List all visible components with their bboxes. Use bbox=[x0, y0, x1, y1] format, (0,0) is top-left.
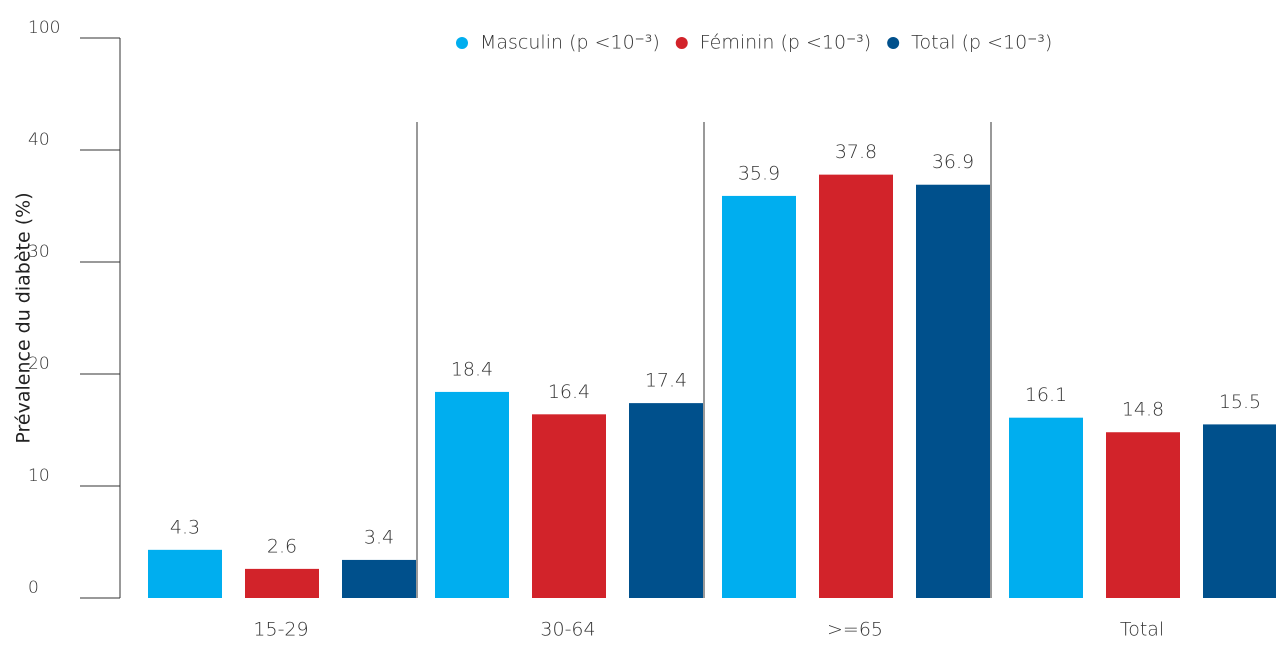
value-label: 3.4 bbox=[364, 526, 394, 548]
legend-marker bbox=[675, 37, 688, 49]
bar bbox=[245, 568, 319, 598]
value-label: 17.4 bbox=[645, 370, 687, 392]
bar bbox=[1106, 432, 1180, 598]
bar bbox=[629, 403, 703, 598]
y-tick-label: 20 bbox=[28, 354, 50, 374]
value-label: 2.6 bbox=[267, 535, 297, 557]
x-tick-label: 15-29 bbox=[253, 619, 308, 641]
y-tick-label: 10 bbox=[28, 466, 50, 486]
value-label: 16.4 bbox=[548, 381, 590, 403]
y-axis-label: Prévalence du diabète (%) bbox=[13, 192, 35, 443]
value-label: 37.8 bbox=[835, 141, 877, 163]
legend-marker bbox=[456, 37, 468, 49]
value-label: 18.4 bbox=[451, 358, 493, 380]
bar bbox=[342, 559, 416, 598]
legend-label: Total (p <10⁻³) bbox=[911, 32, 1052, 54]
value-label: 16.1 bbox=[1025, 384, 1067, 406]
bar bbox=[1203, 424, 1276, 598]
value-label: 4.3 bbox=[170, 516, 200, 538]
y-tick-label: 30 bbox=[28, 242, 50, 262]
y-tick-label: 0 bbox=[28, 578, 39, 598]
value-label: 15.5 bbox=[1219, 391, 1261, 413]
legend-label: Masculin (p <10⁻³) bbox=[480, 32, 660, 54]
bar bbox=[532, 414, 606, 598]
y-tick-label: 100 bbox=[28, 18, 60, 38]
bar bbox=[916, 184, 990, 598]
bar bbox=[1009, 417, 1083, 598]
bar bbox=[148, 549, 222, 598]
legend-label: Féminin (p <10⁻³) bbox=[700, 32, 871, 54]
bar bbox=[819, 174, 893, 598]
y-tick-label: 40 bbox=[28, 130, 50, 150]
x-tick-label: >=65 bbox=[827, 619, 883, 641]
value-label: 36.9 bbox=[932, 151, 974, 173]
x-tick-label: 30-64 bbox=[540, 619, 595, 641]
bar bbox=[722, 195, 796, 599]
value-label: 14.8 bbox=[1122, 399, 1164, 421]
bar bbox=[435, 391, 509, 598]
value-label: 35.9 bbox=[738, 162, 780, 184]
legend-marker bbox=[887, 37, 900, 49]
x-tick-label: Total bbox=[1120, 619, 1164, 641]
